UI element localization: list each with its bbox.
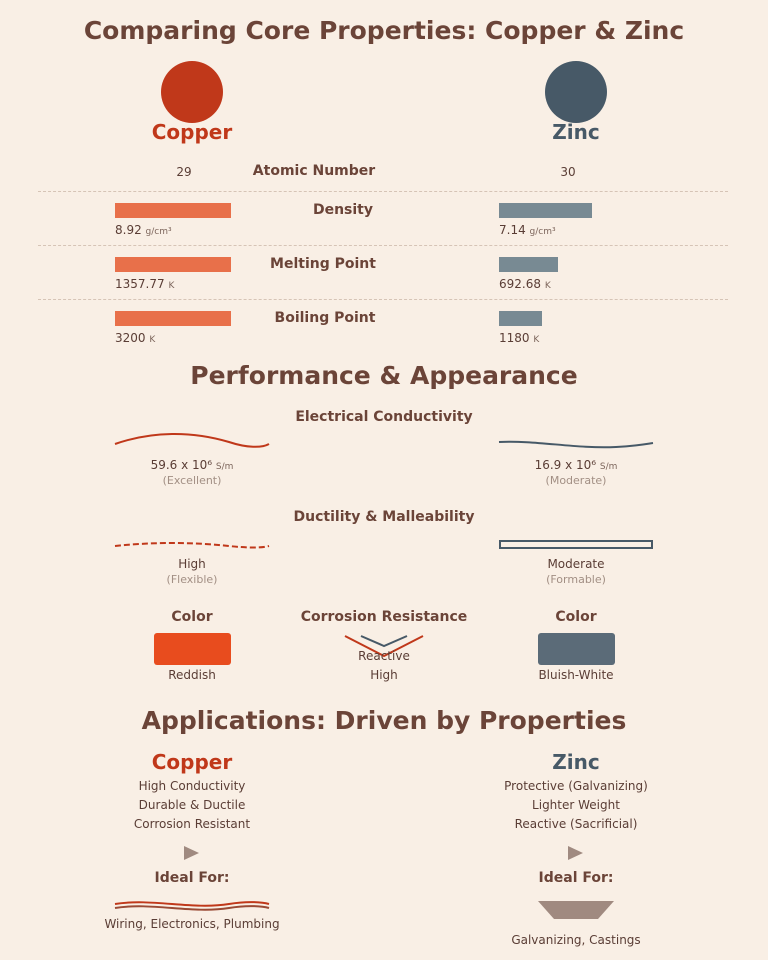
divider [38, 299, 728, 300]
copper-ideal-label: Ideal For: [154, 870, 230, 886]
zinc-color-swatch [538, 633, 615, 665]
zinc-boiling-bar [499, 311, 542, 326]
copper-atomic-number: 29 [176, 165, 192, 179]
copper-ductility-value: High [178, 557, 206, 571]
zinc-ductility-sub: (Formable) [546, 573, 606, 586]
copper-trait: High Conductivity [138, 779, 246, 793]
zinc-ductility-value: Moderate [547, 557, 605, 571]
copper-arrow-icon [184, 846, 199, 860]
copper-boiling-bar [115, 311, 231, 326]
zinc-conductivity-value: 16.9 x 10⁶ S/m [534, 458, 618, 472]
atomic-number-label: Atomic Number [252, 163, 376, 179]
zinc-ideal-label: Ideal For: [538, 870, 614, 886]
copper-wire-icon [114, 901, 270, 911]
ductility-label: Ductility & Malleability [293, 509, 475, 525]
zinc-density-bar [499, 203, 592, 218]
page-title: Comparing Core Properties: Copper & Zinc [83, 16, 685, 45]
zinc-ingot-icon [538, 901, 614, 919]
copper-conductivity-value: 59.6 x 10⁶ S/m [150, 458, 234, 472]
copper-density-value: 8.92 g/cm³ [115, 223, 172, 237]
corrosion-icon [344, 635, 424, 658]
divider [38, 245, 728, 246]
zinc-color-label: Color [555, 609, 597, 625]
copper-trait: Corrosion Resistant [133, 817, 251, 831]
boiling-point-label: Boiling Point [274, 310, 376, 326]
copper-color-swatch [154, 633, 231, 665]
copper-density-bar [115, 203, 231, 218]
corrosion-label: Corrosion Resistance [300, 609, 468, 625]
zinc-boiling-value: 1180 K [499, 331, 540, 345]
divider [38, 191, 728, 192]
zinc-trait: Lighter Weight [532, 798, 620, 812]
copper-ductility-line [114, 542, 270, 549]
copper-uses: Wiring, Electronics, Plumbing [104, 917, 280, 931]
zinc-trait: Protective (Galvanizing) [504, 779, 648, 793]
copper-ductility-sub: (Flexible) [166, 573, 218, 586]
copper-melting-value: 1357.77 K [115, 277, 175, 291]
copper-conductivity-wave [114, 433, 270, 448]
zinc-atomic-number: 30 [560, 165, 576, 179]
density-label: Density [312, 202, 374, 218]
zinc-color-value: Bluish-White [538, 668, 614, 682]
copper-color-label: Color [171, 609, 213, 625]
applications-title: Applications: Driven by Properties [141, 706, 627, 735]
copper-conductivity-rating: (Excellent) [162, 474, 222, 487]
copper-boiling-value: 3200 K [115, 331, 156, 345]
copper-trait: Durable & Ductile [138, 798, 246, 812]
zinc-app-name: Zinc [552, 750, 600, 774]
zinc-arrow-icon [568, 846, 583, 860]
zinc-conductivity-rating: (Moderate) [545, 474, 607, 487]
copper-melting-bar [115, 257, 231, 272]
zinc-corrosion-value: Reactive [358, 649, 410, 663]
zinc-circle [545, 61, 607, 123]
zinc-ductility-bar [499, 540, 653, 549]
copper-color-value: Reddish [168, 668, 216, 682]
copper-corrosion-value: High [370, 668, 398, 682]
copper-app-name: Copper [151, 750, 233, 774]
zinc-name: Zinc [552, 120, 600, 144]
zinc-uses: Galvanizing, Castings [511, 933, 641, 947]
conductivity-label: Electrical Conductivity [295, 409, 473, 425]
copper-circle [161, 61, 223, 123]
zinc-trait: Reactive (Sacrificial) [514, 817, 638, 831]
zinc-melting-value: 692.68 K [499, 277, 551, 291]
melting-point-label: Melting Point [270, 256, 376, 272]
performance-title: Performance & Appearance [190, 361, 578, 390]
copper-name: Copper [151, 120, 233, 144]
zinc-melting-bar [499, 257, 558, 272]
zinc-conductivity-wave [498, 440, 654, 449]
zinc-density-value: 7.14 g/cm³ [499, 223, 556, 237]
